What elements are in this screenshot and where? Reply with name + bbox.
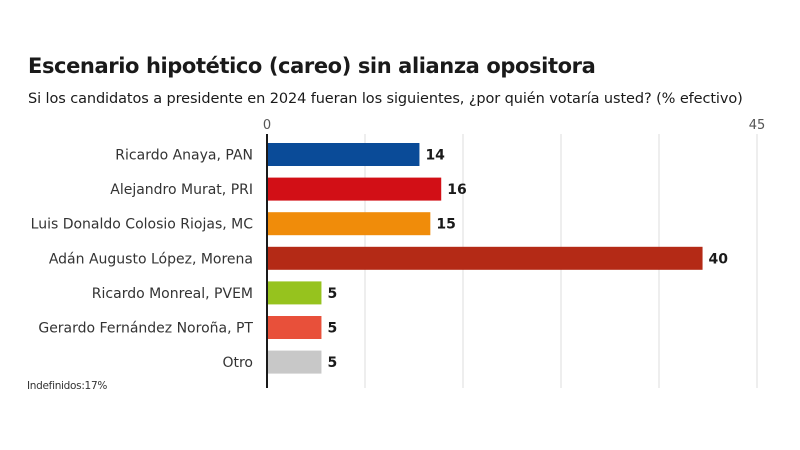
chart-title: Escenario hipotético (careo) sin alianza… [28, 54, 596, 78]
bar [267, 177, 442, 201]
bar [267, 350, 322, 374]
category-label: Gerardo Fernández Noroña, PT [38, 321, 253, 337]
bar [267, 246, 703, 270]
value-label: 5 [327, 321, 337, 337]
value-label: 5 [327, 286, 337, 302]
bar [267, 316, 322, 339]
category-label: Luis Donaldo Colosio Riojas, MC [31, 217, 254, 233]
footnote-undefined: Indefinidos:17% [27, 380, 107, 392]
value-label: 14 [425, 148, 445, 164]
bar [267, 143, 420, 166]
bar [267, 212, 431, 236]
category-label: Adán Augusto López, Morena [49, 251, 253, 267]
chart-subtitle: Si los candidatos a presidente en 2024 f… [28, 91, 743, 107]
bars [267, 143, 703, 374]
value-label: 16 [447, 182, 466, 198]
x-tick-label-45: 45 [749, 118, 766, 133]
category-label: Alejandro Murat, PRI [110, 182, 253, 198]
value-labels: 14 16 15 40 5 5 5 [327, 148, 728, 372]
bar [267, 281, 322, 305]
value-label: 5 [327, 355, 337, 371]
value-label: 15 [436, 217, 455, 233]
category-labels: Ricardo Anaya, PAN Alejandro Murat, PRI Lu… [31, 148, 254, 372]
x-tick-label-0: 0 [263, 118, 271, 133]
category-label: Otro [222, 355, 253, 371]
value-label: 40 [709, 251, 729, 267]
category-label: Ricardo Monreal, PVEM [92, 286, 253, 302]
category-label: Ricardo Anaya, PAN [115, 148, 253, 164]
